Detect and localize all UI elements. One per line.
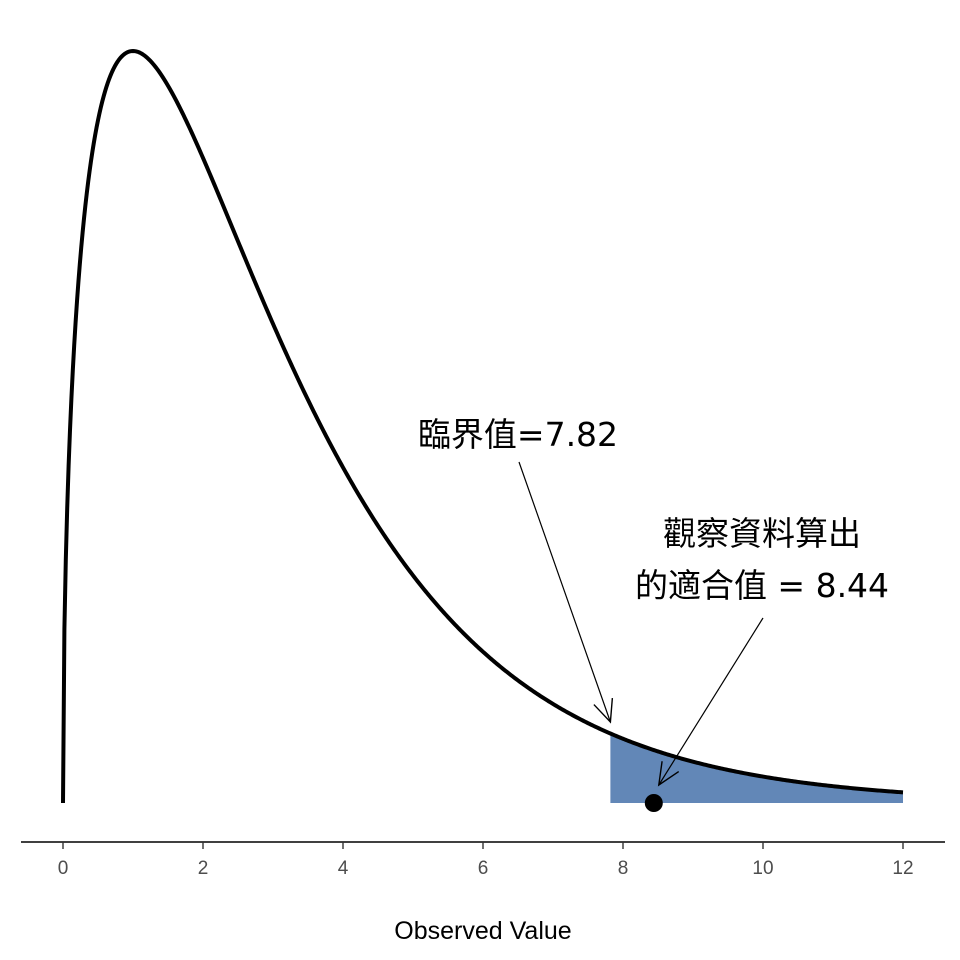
x-tick-label: 6: [478, 858, 489, 879]
x-tick-label: 0: [58, 858, 69, 879]
critical-value-label: 臨界值=7.82: [418, 415, 618, 454]
observed-value-point: [644, 794, 663, 812]
rejection-region: [610, 733, 903, 803]
density-curve: [61, 49, 904, 804]
critical-arrow-head: [593, 698, 614, 724]
x-tick-label: 4: [338, 858, 349, 879]
observed-value-label-line2: 的適合值 = 8.44: [635, 566, 889, 605]
x-tick-label: 8: [618, 858, 629, 879]
critical-arrow-line: [518, 461, 611, 723]
x-axis-title: Observed Value: [394, 917, 571, 945]
x-tick-label: 10: [752, 858, 773, 879]
observed-value-label-line1: 觀察資料算出: [663, 514, 861, 553]
x-axis-ticks: 0 2 4 6 8 10 12: [58, 842, 914, 879]
x-tick-label: 2: [198, 858, 209, 879]
observed-arrow-line: [658, 617, 764, 786]
observed-arrow-head: [657, 761, 680, 787]
x-tick-label: 12: [892, 858, 913, 879]
